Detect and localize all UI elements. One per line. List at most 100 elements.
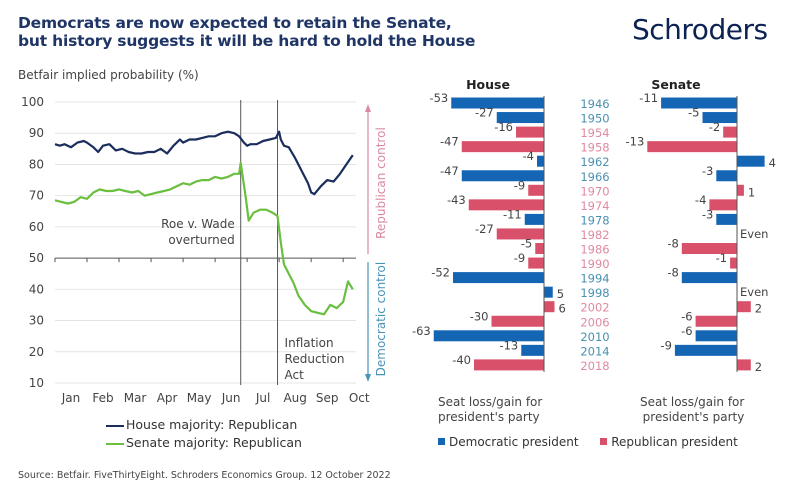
house-bar	[433, 330, 544, 342]
legend-house-label: House majority: Republican	[126, 417, 298, 432]
bar-legend: Democratic president Republican presiden…	[438, 435, 738, 449]
house-bar	[528, 184, 544, 196]
senate-bar-value-label: -2	[709, 120, 720, 134]
house-bar	[524, 213, 544, 225]
x-tick-label: Apr	[157, 391, 178, 405]
house-bar-value-label: -53	[429, 91, 448, 105]
senate-bar	[737, 301, 751, 313]
annotation-ira-line2: Reduction	[285, 352, 345, 366]
year-label: 1962	[580, 155, 609, 169]
x-tick-label: Jan	[61, 391, 81, 405]
republican-swatch	[600, 438, 608, 445]
senate-bar	[681, 272, 737, 284]
democratic-control-label: Democratic control	[374, 262, 388, 377]
senate-xlabel: Seat loss/gain for president's party	[640, 395, 744, 425]
senate-bar	[737, 184, 744, 196]
y-tick-label: 40	[29, 282, 44, 296]
senate-bar-value-label: -9	[660, 338, 671, 352]
annotation-ira-line3: Act	[285, 368, 305, 382]
title-line-1: Democrats are now expected to retain the…	[18, 14, 452, 32]
x-tick-label: Mar	[124, 391, 147, 405]
republican-arrow-head	[365, 104, 371, 112]
legend-senate-label: Senate majority: Republican	[126, 435, 302, 450]
year-label: 2002	[580, 301, 609, 315]
house-bar-value-label: -40	[452, 353, 471, 367]
year-label: 1990	[580, 257, 609, 271]
house-bar	[491, 315, 544, 327]
house-bar	[528, 257, 544, 269]
house-series-line	[54, 130, 354, 196]
house-bar-value-label: -5	[521, 237, 532, 251]
year-label: 2018	[580, 359, 609, 373]
house-bar	[496, 112, 544, 124]
senate-bar	[723, 126, 737, 138]
y-tick-label: 30	[29, 314, 44, 328]
house-bar	[461, 141, 544, 153]
senate-bar	[695, 330, 737, 342]
senate-xlabel-line2: president's party	[642, 410, 745, 424]
x-tick-label: Jul	[255, 391, 270, 405]
house-bar-value-label: -47	[440, 135, 459, 149]
senate-bar	[716, 213, 737, 225]
house-bar	[474, 359, 544, 371]
year-label: 2010	[580, 330, 609, 344]
house-bar-value-label: 5	[557, 287, 564, 301]
house-bar-value-label: -63	[412, 324, 431, 338]
house-bar-value-label: -9	[514, 251, 525, 265]
year-label: 1974	[580, 199, 609, 213]
senate-bar	[647, 141, 737, 153]
senate-bar	[681, 243, 737, 254]
house-bar	[544, 301, 555, 313]
x-tick-label: Jun	[221, 391, 241, 405]
republican-control-label: Republican control	[374, 127, 388, 239]
senate-bar-value-label: -6	[681, 309, 692, 323]
senate-bar-value-label: Even	[740, 227, 768, 241]
senate-line-swatch	[106, 442, 124, 445]
x-tick-label: May	[187, 391, 212, 405]
legend-senate: Senate majority: Republican	[106, 435, 302, 450]
house-bar-value-label: -16	[494, 120, 513, 134]
house-xlabel-line1: Seat loss/gain for	[438, 395, 543, 409]
house-bar-chart: House -53 1946 -27 1950 -16 1954 -47 1958 -4 1962 -…	[412, 77, 610, 373]
senate-bar-value-label: -6	[681, 324, 692, 338]
senate-bar-value-label: Even	[740, 285, 768, 299]
democratic-swatch	[438, 438, 445, 445]
y-tick-label: 70	[29, 189, 44, 203]
house-bar	[461, 170, 544, 182]
line-chart: 100 90 80 70 60 50 40 30 20 10 Jan Feb Mar Apr May Jun J…	[21, 95, 388, 405]
source-note: Source: Betfair. FiveThirtyEight. Schrod…	[18, 470, 391, 481]
house-bar-value-label: 6	[559, 302, 566, 316]
y-tick-label: 20	[29, 345, 44, 359]
house-bar	[468, 199, 544, 211]
annotation-roe-line2: overturned	[168, 233, 234, 247]
house-bar	[451, 97, 544, 109]
senate-bar-value-label: 1	[748, 185, 755, 199]
senate-bar	[702, 112, 737, 124]
senate-bar	[709, 199, 737, 211]
y-tick-label: 60	[29, 220, 44, 234]
house-bar-value-label: -11	[503, 207, 522, 221]
year-label: 2006	[580, 315, 609, 329]
legend-house: House majority: Republican	[106, 417, 297, 432]
senate-bar-value-label: -3	[702, 207, 713, 221]
senate-bar-value-label: -3	[702, 164, 713, 178]
year-label: 1986	[580, 243, 609, 257]
senate-bar-value-label: 2	[755, 360, 762, 374]
house-bar-value-label: -43	[447, 193, 466, 207]
house-bar	[521, 344, 544, 356]
house-bar	[537, 155, 544, 167]
senate-bar-value-label: -11	[639, 91, 658, 105]
senate-bar	[674, 344, 737, 356]
house-bar	[453, 272, 544, 284]
year-label: 1966	[580, 170, 609, 184]
y-tick-label: 50	[29, 251, 44, 265]
year-label: 2014	[580, 344, 609, 358]
house-bar-value-label: -4	[523, 149, 534, 163]
y-tick-label: 80	[29, 157, 44, 171]
x-tick-label: Oct	[349, 391, 370, 405]
senate-bar-value-label: -8	[667, 266, 678, 280]
house-bar-value-label: -27	[475, 106, 494, 120]
senate-bar-value-label: -8	[667, 237, 678, 251]
senate-bar	[737, 155, 765, 167]
year-label: 1998	[580, 286, 609, 300]
